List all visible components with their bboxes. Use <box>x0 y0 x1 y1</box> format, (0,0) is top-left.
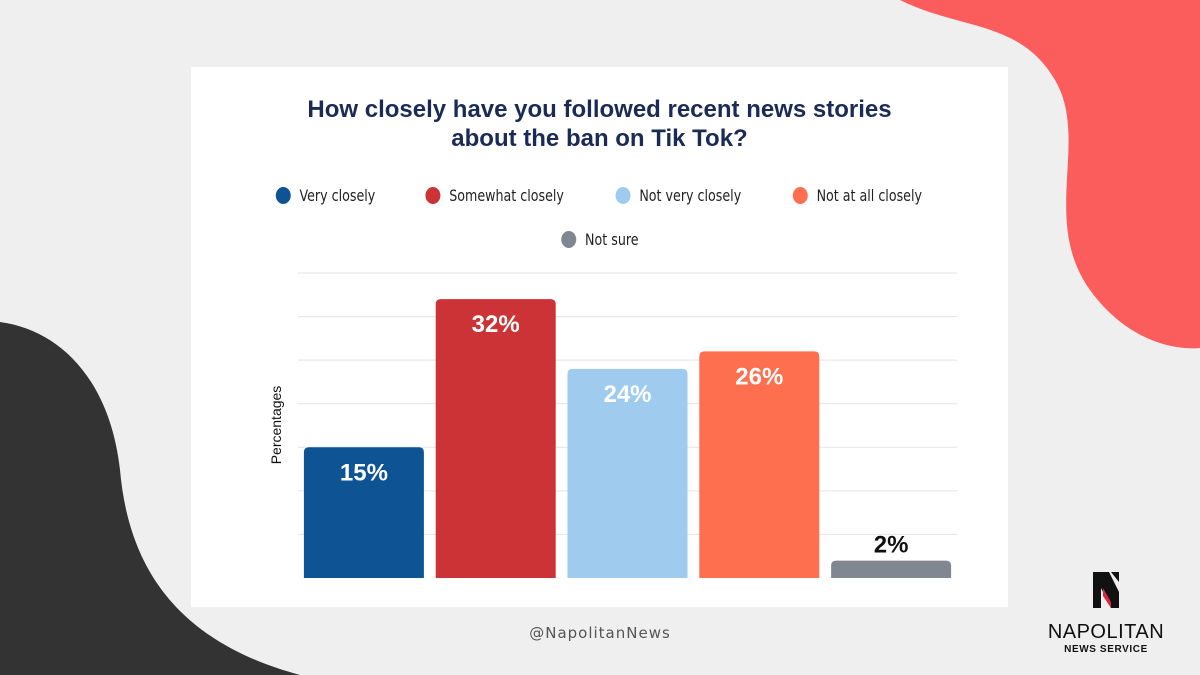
legend-item-not-sure: Not sure <box>560 230 639 249</box>
legend-swatch <box>615 187 631 204</box>
legend-label: Not sure <box>584 230 639 249</box>
brand-logo: NAPOLITAN NEWS SERVICE <box>1046 568 1166 655</box>
legend-swatch <box>275 187 291 204</box>
data-label: 26% <box>735 363 783 390</box>
brand-name: NAPOLITAN <box>1047 621 1165 643</box>
chart-legend-row-2: Not sure <box>191 230 1008 249</box>
napolitan-n-logo-icon <box>1093 572 1119 608</box>
footer-handle: @NapolitanNews <box>529 624 671 642</box>
chart-title: How closely have you followed recent new… <box>191 95 1008 153</box>
legend-swatch <box>425 187 440 204</box>
bar-not-very-closely <box>567 368 688 578</box>
legend-label: Not at all closely <box>816 186 922 205</box>
legend-swatch <box>792 187 808 204</box>
data-label: 15% <box>340 459 388 486</box>
legend-item-somewhat-closely: Somewhat closely <box>425 186 563 205</box>
legend-label: Somewhat closely <box>448 186 564 205</box>
legend-swatch <box>560 231 576 248</box>
y-axis-label: Percentages <box>268 385 284 465</box>
bar-somewhat-closely <box>435 299 556 578</box>
red-corner-shape <box>900 0 1200 349</box>
legend-label: Not very closely <box>639 186 742 205</box>
legend-item-not-at-all-closely: Not at all closely <box>792 186 922 205</box>
legend-label: Very closely <box>299 186 375 205</box>
chart-legend: Very closely Somewhat closely Not very c… <box>191 186 1008 205</box>
legend-item-very-closely: Very closely <box>275 186 375 205</box>
bar-not-sure <box>831 560 952 578</box>
brand-subtitle: NEWS SERVICE <box>1064 644 1148 655</box>
bar-very-closely <box>303 447 424 578</box>
chart-title-line-1: How closely have you followed recent new… <box>307 96 892 123</box>
bar-not-at-all-closely <box>699 351 820 578</box>
dark-corner-shape <box>0 322 300 675</box>
chart-title-line-2: about the ban on Tik Tok? <box>451 125 748 152</box>
data-label: 2% <box>874 532 909 559</box>
data-label: 32% <box>472 311 520 338</box>
data-label: 24% <box>603 381 651 408</box>
legend-item-not-very-closely: Not very closely <box>615 186 742 205</box>
